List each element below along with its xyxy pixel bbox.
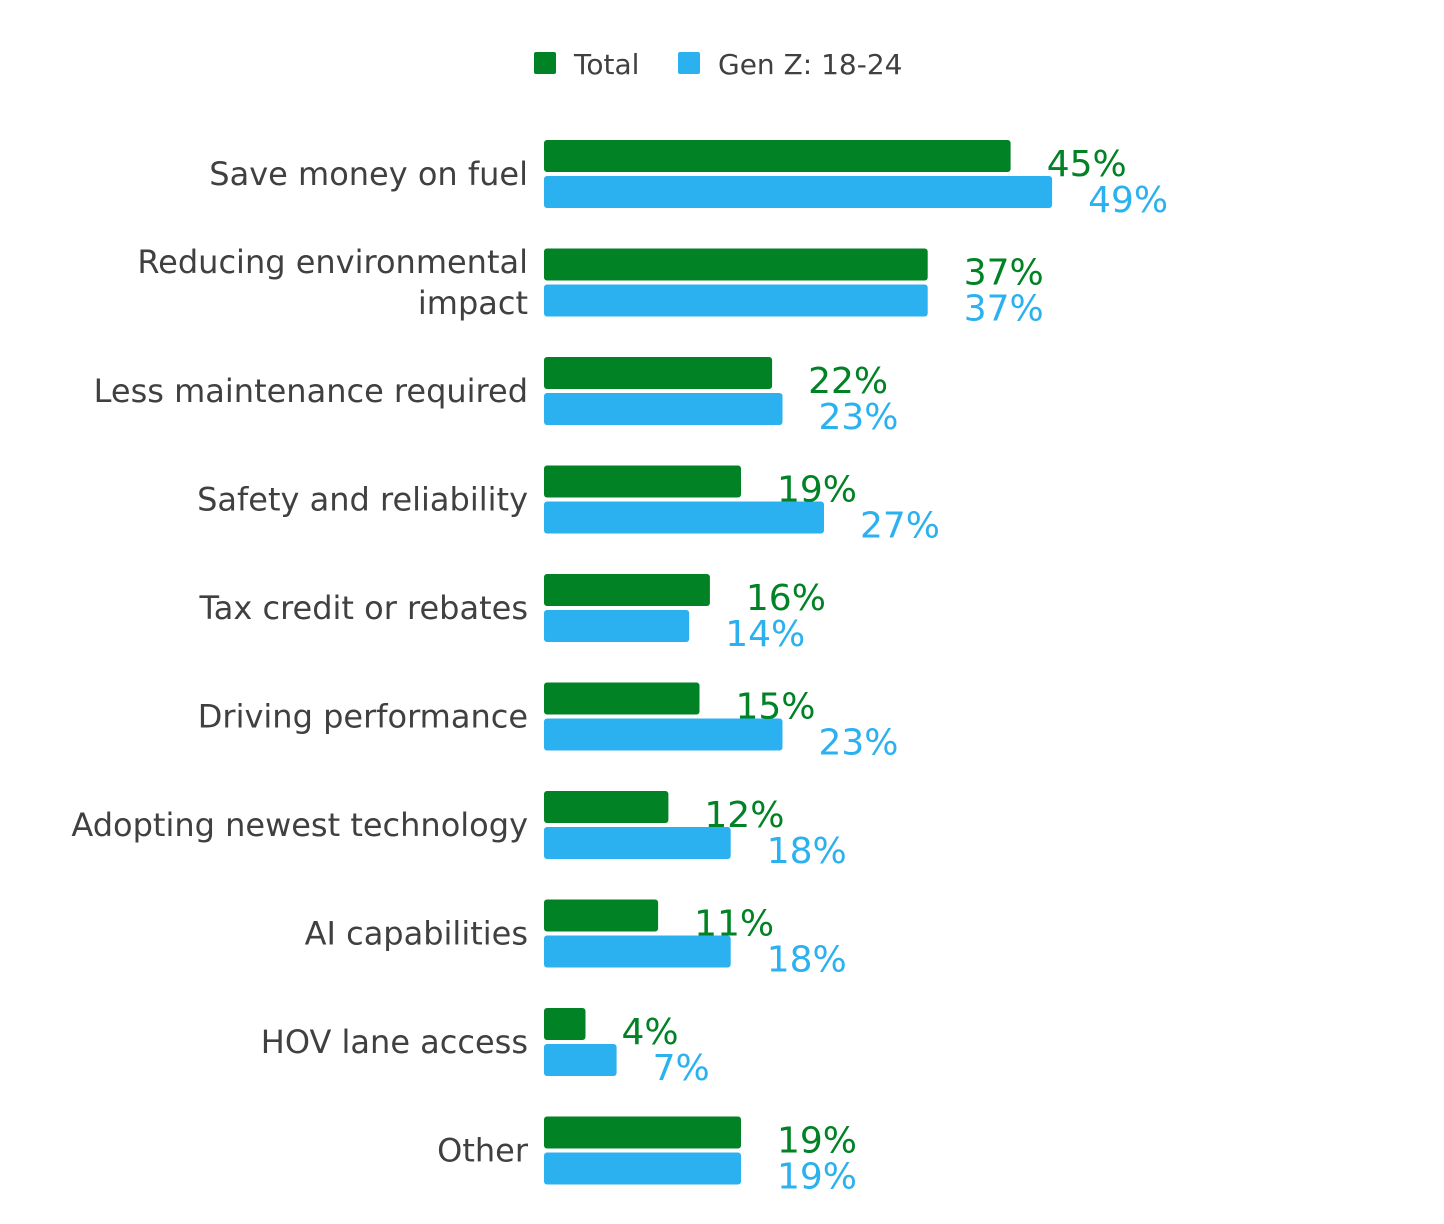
bar-total	[544, 465, 741, 498]
legend-gen-z-18-24-swatch	[678, 52, 700, 74]
bar-gen-z	[544, 176, 1053, 208]
bar-gen-z	[544, 393, 783, 425]
category-labels: Save money on fuel Reducing environmental…	[71, 155, 528, 1170]
value-label-total: 45%	[1047, 144, 1127, 185]
category-label: AI capabilities	[305, 915, 528, 953]
value-label-gen-z: 23%	[819, 723, 899, 764]
chart-bars	[544, 140, 1053, 1185]
bar-total	[544, 140, 1011, 172]
value-labels: 45%49%37%37%22%23%19%27%16%14%15%23%12%1…	[622, 144, 1169, 1198]
value-label-total: 37%	[964, 253, 1044, 294]
category-label: Less maintenance required	[94, 372, 528, 410]
bar-gen-z	[544, 610, 690, 642]
bar-total	[544, 1116, 741, 1149]
value-label-gen-z: 19%	[777, 1157, 857, 1198]
value-label-gen-z: 7%	[653, 1048, 710, 1089]
value-label-total: 19%	[777, 470, 857, 511]
chart-legend: Total Gen Z: 18-24	[534, 48, 902, 81]
value-label-gen-z: 18%	[767, 831, 847, 872]
value-label-total: 11%	[694, 904, 774, 945]
bar-gen-z	[544, 935, 731, 968]
bar-gen-z	[544, 718, 783, 751]
value-label-gen-z: 18%	[767, 940, 847, 981]
bar-total	[544, 357, 773, 389]
bar-gen-z	[544, 1044, 617, 1076]
category-label: Tax credit or rebates	[199, 589, 529, 627]
category-label: Adopting newest technology	[71, 806, 528, 844]
category-label: Reducing environmental	[137, 243, 528, 281]
bar-total	[544, 574, 710, 606]
legend-total-swatch	[534, 52, 556, 74]
value-label-total: 4%	[622, 1012, 679, 1053]
value-label-gen-z: 14%	[725, 614, 805, 655]
value-label-total: 16%	[746, 578, 826, 619]
bar-gen-z	[544, 501, 824, 534]
value-label-gen-z: 27%	[860, 506, 940, 547]
category-label: Driving performance	[198, 698, 528, 736]
category-label: Safety and reliability	[197, 481, 528, 519]
bar-total	[544, 682, 700, 715]
value-label-total: 19%	[777, 1121, 857, 1162]
bar-gen-z	[544, 1152, 741, 1185]
value-label-gen-z: 23%	[819, 397, 899, 438]
bar-total	[544, 899, 659, 932]
bar-total	[544, 791, 669, 823]
bar-gen-z	[544, 827, 731, 859]
value-label-gen-z: 49%	[1088, 180, 1168, 221]
bar-total	[544, 1008, 586, 1040]
category-label: Save money on fuel	[209, 155, 528, 193]
category-label: Other	[437, 1132, 529, 1170]
value-label-total: 22%	[808, 361, 888, 402]
bar-total	[544, 248, 928, 281]
value-label-total: 12%	[704, 795, 784, 836]
legend-total-label: Total	[573, 48, 639, 81]
legend-gen-z-18-24-label: Gen Z: 18-24	[718, 48, 902, 81]
category-label: impact	[418, 284, 528, 322]
value-label-total: 15%	[736, 687, 816, 728]
category-label: HOV lane access	[261, 1023, 528, 1061]
value-label-gen-z: 37%	[964, 289, 1044, 330]
bar-gen-z	[544, 284, 928, 317]
